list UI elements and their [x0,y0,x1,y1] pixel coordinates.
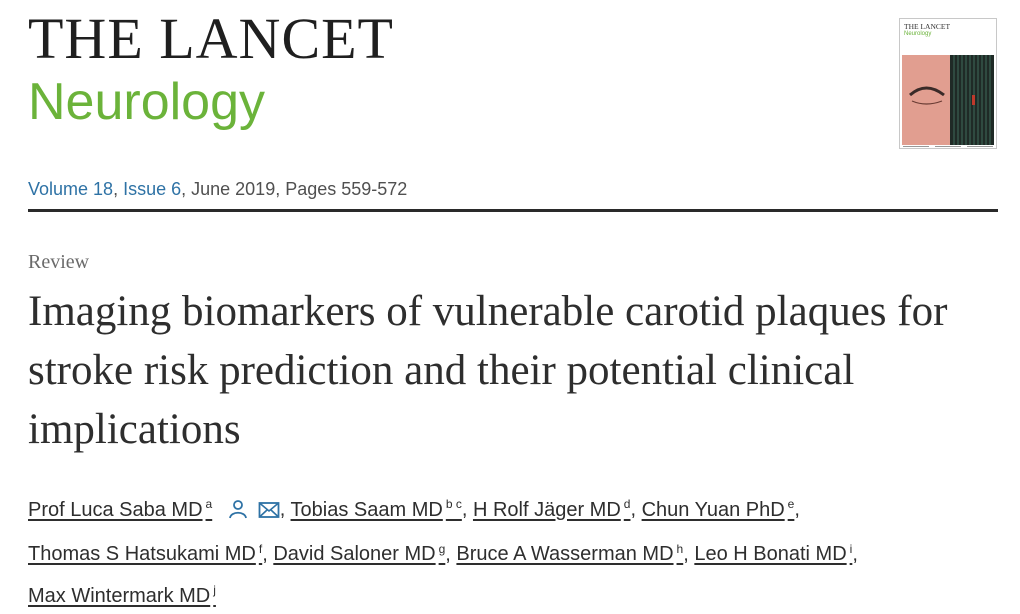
citation-date-pages: , June 2019, Pages 559-572 [181,179,408,199]
separator: , [630,498,642,521]
author-affiliation: e [787,497,795,511]
author-link[interactable]: Max Wintermark MD j [28,583,216,607]
separator: , [262,543,274,566]
separator: , [461,498,473,521]
volume-link[interactable]: Volume 18 [28,179,114,199]
journal-name: THE LANCET [28,6,394,71]
author-link[interactable]: Chun Yuan PhD e [641,497,795,521]
separator: , [852,543,858,566]
cover-title: THE LANCET [904,22,951,31]
author-affiliation: b c [445,497,462,511]
cover-footer-lines [903,146,993,147]
separator: , [683,543,695,566]
author-link[interactable]: Tobias Saam MD b c [290,497,462,521]
article-type: Review [28,251,90,273]
author-name: Prof Luca Saba MD [28,498,203,521]
cover-subtitle: Neurology [904,31,932,37]
author-name: Thomas S Hatsukami MD [28,543,256,566]
author-link[interactable]: H Rolf Jäger MD d [472,497,631,521]
author-link[interactable]: Prof Luca Saba MD a [28,497,213,521]
author-affiliation: a [205,497,213,511]
journal-cover-image[interactable]: THE LANCET Neurology [899,18,997,149]
journal-section: Neurology [28,73,266,131]
author-name: David Saloner MD [273,543,436,566]
cover-artwork [902,55,994,145]
article-title: Imaging biomarkers of vulnerable carotid… [28,288,948,453]
person-icon[interactable] [228,495,248,531]
author-affiliation: g [438,541,446,556]
author-link[interactable]: David Saloner MD g [273,541,446,566]
author-name: Max Wintermark MD [28,584,211,607]
citation-info: Volume 18, Issue 6, June 2019, Pages 559… [28,179,407,200]
journal-masthead[interactable]: THE LANCET Neurology [28,6,394,131]
issue-link[interactable]: Issue 6 [123,179,182,199]
author-name: Bruce A Wasserman MD [456,543,674,566]
author-name: H Rolf Jäger MD [472,498,621,521]
separator: , [279,498,291,521]
separator: , [445,543,457,566]
author-affiliation: h [676,541,684,556]
author-link[interactable]: Thomas S Hatsukami MD f [28,541,263,566]
envelope-icon[interactable] [258,495,280,531]
author-name: Tobias Saam MD [290,498,443,521]
author-name: Leo H Bonati MD [694,543,847,566]
author-affiliation: i [849,541,853,556]
author-link[interactable]: Bruce A Wasserman MD h [456,541,684,566]
author-list: Prof Luca Saba MD a , Tobias Saam MD b c, … [28,486,998,614]
author-link[interactable]: Leo H Bonati MD i [694,541,853,566]
header-divider [28,209,998,212]
author-affiliation: f [258,541,263,556]
citation-comma: , [113,179,124,199]
separator: , [794,498,800,521]
author-name: Chun Yuan PhD [641,498,785,521]
author-affiliation: d [623,497,631,511]
author-affiliation: j [213,583,216,598]
